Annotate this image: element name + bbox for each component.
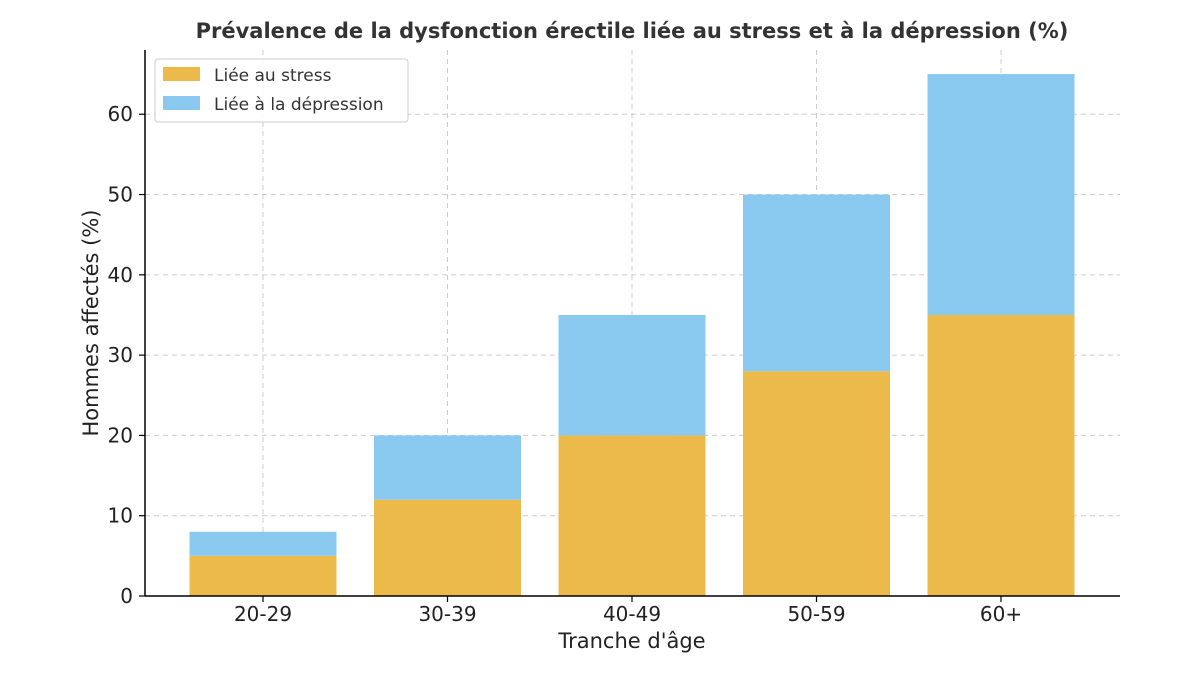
bar-stress-40-49 [558, 435, 706, 596]
bars-layer [189, 74, 1075, 596]
bar-stress-60+ [927, 314, 1075, 596]
legend-label-depression: Liée à la dépression [214, 95, 384, 115]
x-tick-label: 40-49 [603, 602, 661, 626]
legend-box [154, 58, 409, 123]
bar-stress-50-59 [743, 371, 890, 596]
y-tick-label: 20 [108, 423, 133, 447]
legend-swatch-depression [163, 96, 200, 110]
x-axis-label: Tranche d'âge [557, 629, 705, 653]
y-tick-label: 0 [120, 584, 133, 608]
bar-depression-40-49 [558, 314, 706, 436]
legend: Liée au stress Liée à la dépression [154, 58, 409, 123]
legend-swatch-stress [163, 67, 200, 81]
x-tick-label: 50-59 [787, 602, 845, 626]
chart-title: Prévalence de la dysfonction érectile li… [196, 19, 1069, 43]
x-tick-label: 20-29 [234, 602, 292, 626]
ticks-layer: 0 10 20 30 40 50 60 20-29 30-39 40-49 50-59 60+ [108, 102, 1023, 626]
legend-label-stress: Liée au stress [214, 66, 332, 86]
bar-depression-60+ [927, 74, 1075, 315]
bar-depression-30-39 [374, 435, 521, 500]
x-tick-label: 60+ [980, 602, 1022, 626]
y-tick-label: 40 [108, 263, 133, 287]
y-tick-label: 60 [108, 102, 133, 126]
y-tick-label: 10 [108, 504, 133, 528]
bar-stress-20-29 [189, 555, 337, 596]
bar-depression-20-29 [189, 531, 337, 556]
bar-depression-50-59 [743, 194, 890, 372]
bar-stress-30-39 [374, 499, 521, 596]
y-tick-label: 50 [108, 183, 133, 207]
y-axis-label: Hommes affectés (%) [79, 209, 103, 436]
x-tick-label: 30-39 [418, 602, 476, 626]
y-tick-label: 30 [108, 343, 133, 367]
